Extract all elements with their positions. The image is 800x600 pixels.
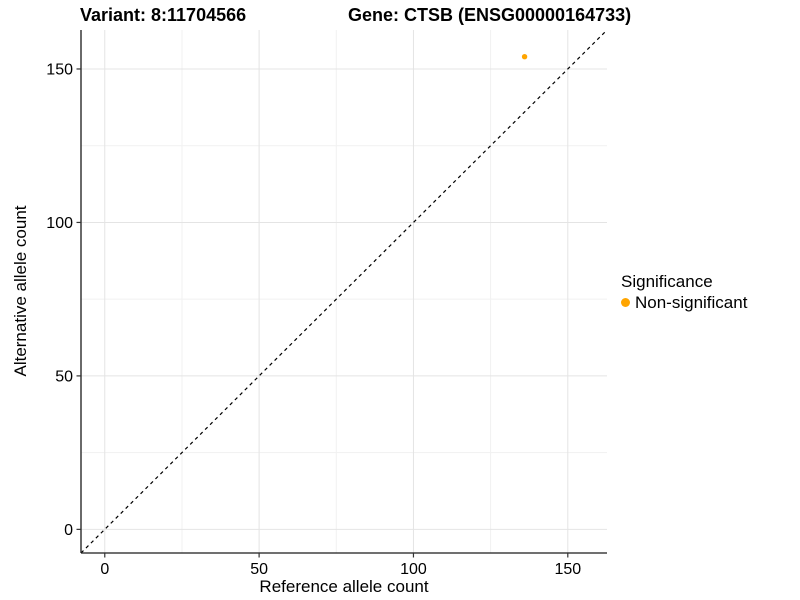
data-point <box>521 54 528 60</box>
legend-items: Non-significant <box>621 293 747 312</box>
y-axis-title: Alternative allele count <box>11 205 30 377</box>
x-tick-label: 0 <box>100 561 109 578</box>
legend-item: Non-significant <box>621 293 747 312</box>
gene-title: Gene: CTSB (ENSG00000164733) <box>348 5 632 25</box>
x-tick-label: 50 <box>250 561 268 578</box>
y-tick-label: 0 <box>64 522 73 539</box>
variant-title: Variant: 8:11704566 <box>80 5 247 25</box>
x-tick-label: 150 <box>554 561 581 578</box>
y-tick-label: 100 <box>46 215 73 232</box>
legend-swatch-icon <box>621 298 630 307</box>
y-tick-label: 50 <box>55 368 73 385</box>
identity-reference-line <box>80 29 608 554</box>
x-tick-label: 100 <box>400 561 427 578</box>
x-axis-title: Reference allele count <box>259 577 429 596</box>
legend: Significance Non-significant <box>621 272 747 312</box>
y-tick-label: 150 <box>46 61 73 78</box>
legend-title: Significance <box>621 272 713 291</box>
legend-label: Non-significant <box>635 293 748 312</box>
